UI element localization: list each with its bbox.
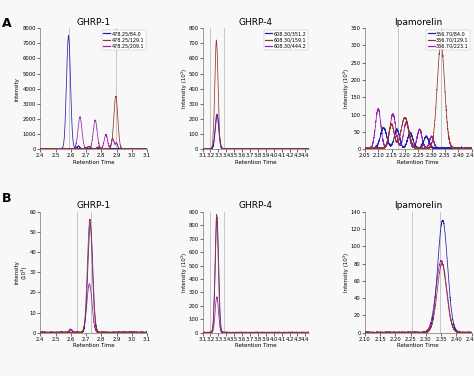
Title: Ipamorelin: Ipamorelin — [394, 18, 442, 27]
Title: Ipamorelin: Ipamorelin — [394, 202, 442, 211]
Y-axis label: Intensity (10³): Intensity (10³) — [343, 69, 349, 108]
Title: GHRP-1: GHRP-1 — [77, 202, 111, 211]
Legend: 478.25/84.0, 478.25/129.1, 478.25/209.1: 478.25/84.0, 478.25/129.1, 478.25/209.1 — [102, 30, 146, 50]
X-axis label: Retention Time: Retention Time — [235, 160, 277, 165]
X-axis label: Retention Time: Retention Time — [235, 343, 277, 348]
Y-axis label: Intensity (10³): Intensity (10³) — [181, 69, 187, 108]
Y-axis label: Intensity (10³): Intensity (10³) — [343, 253, 349, 292]
Y-axis label: Intensity: Intensity — [15, 77, 20, 100]
X-axis label: Retention Time: Retention Time — [73, 160, 115, 165]
Title: GHRP-4: GHRP-4 — [239, 18, 273, 27]
Y-axis label: Intensity
(10³): Intensity (10³) — [15, 261, 27, 284]
Legend: 608.30/351.2, 608.30/159.1, 608.30/444.2: 608.30/351.2, 608.30/159.1, 608.30/444.2 — [264, 30, 308, 50]
Title: GHRP-4: GHRP-4 — [239, 202, 273, 211]
X-axis label: Retention Time: Retention Time — [397, 160, 439, 165]
X-axis label: Retention Time: Retention Time — [397, 343, 439, 348]
Legend: 356.70/84.0, 356.70/129.1, 356.70/223.1: 356.70/84.0, 356.70/129.1, 356.70/223.1 — [426, 30, 470, 50]
Text: B: B — [2, 192, 12, 205]
X-axis label: Retention Time: Retention Time — [73, 343, 115, 348]
Text: A: A — [2, 17, 12, 30]
Y-axis label: Intensity (10³): Intensity (10³) — [181, 253, 187, 292]
Title: GHRP-1: GHRP-1 — [77, 18, 111, 27]
